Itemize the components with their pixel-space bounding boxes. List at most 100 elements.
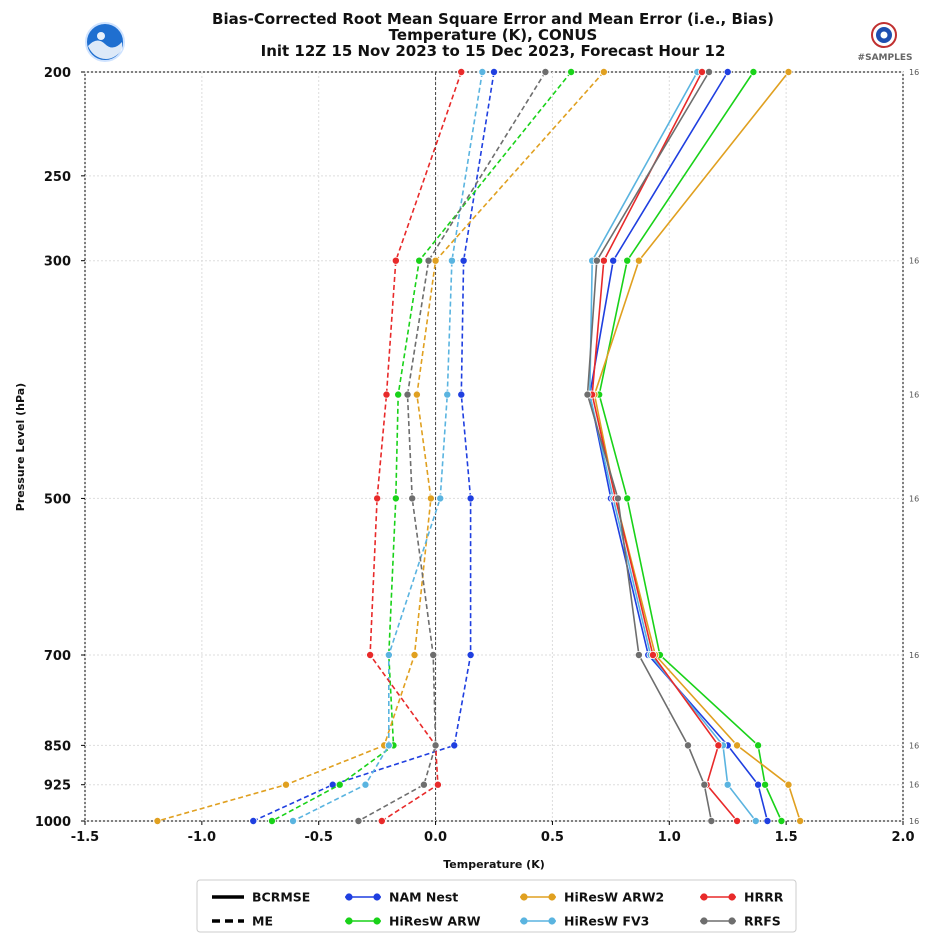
hrrr-bcrmse-line: [591, 71, 738, 822]
legend-marker-hiresw-arw2: [548, 893, 556, 901]
x-tick-label: -1.5: [71, 830, 99, 845]
hiresw-arw-bcrmse-line: [598, 71, 783, 822]
x-tick-label: 2.0: [891, 830, 914, 845]
hiresw-arw-bcrmse-point: [761, 780, 770, 789]
sample-count-label: 16: [909, 257, 919, 266]
hrrr-me-point: [377, 817, 386, 826]
hrrr-me-point: [457, 68, 466, 77]
legend-label-hiresw-arw2: HiResW ARW2: [564, 890, 664, 905]
hiresw-arw2-me-point: [153, 817, 162, 826]
nam-nest-bcrmse-point: [754, 780, 763, 789]
legend-label-hrrr: HRRR: [744, 890, 784, 905]
legend-label-hiresw-fv3: HiResW FV3: [564, 914, 649, 929]
y-axis-label: Pressure Level (hPa): [14, 383, 27, 511]
hiresw-arw-me-point: [335, 780, 344, 789]
sample-count-label: 16: [909, 781, 919, 790]
nam-nest-bcrmse-point: [763, 817, 772, 826]
nam-nest-me-point: [466, 651, 475, 660]
y-tick-label: 925: [44, 779, 71, 794]
rrfs-bcrmse-point: [613, 494, 622, 503]
legend-marker-hrrr: [700, 893, 708, 901]
rrfs-bcrmse-point: [700, 780, 709, 789]
y-tick-label: 850: [44, 739, 71, 754]
hrrr-bcrmse-point: [733, 817, 742, 826]
hiresw-fv3-bcrmse-line: [588, 71, 757, 822]
nam-nest-bcrmse-point: [609, 256, 618, 265]
sample-count-label: 16: [909, 741, 919, 750]
rrfs-me-point: [354, 817, 363, 826]
legend-marker-hiresw-arw2: [520, 893, 528, 901]
nam-nest-me-point: [249, 817, 258, 826]
hiresw-arw-me-point: [415, 256, 424, 265]
legend-marker-hiresw-arw: [373, 917, 381, 925]
hrrr-me-line: [369, 71, 463, 822]
hrrr-me-point: [366, 651, 375, 660]
hiresw-arw2-me-point: [599, 68, 608, 77]
y-tick-label: 200: [44, 66, 71, 81]
sample-count-label: 16: [909, 651, 919, 660]
nam-nest-bcrmse-line: [588, 71, 769, 822]
rrfs-bcrmse-point: [634, 651, 643, 660]
hiresw-arw2-me-line: [157, 71, 605, 822]
legend-marker-hrrr: [728, 893, 736, 901]
x-axis-ticks: -1.5 -1.0 -0.5 0.0 0.5 1.0 1.5 2.0: [71, 821, 915, 845]
hiresw-fv3-me-point: [478, 68, 487, 77]
hiresw-arw-me-point: [267, 817, 276, 826]
hiresw-arw2-bcrmse-line: [593, 71, 801, 822]
hiresw-arw-me-line: [271, 71, 572, 822]
legend-marker-nam-nest: [345, 893, 353, 901]
nam-nest-me-point: [457, 390, 466, 399]
hiresw-arw2-bcrmse-point: [634, 256, 643, 265]
hrrr-bcrmse-point: [698, 68, 707, 77]
legend-label-hiresw-arw: HiResW ARW: [389, 914, 481, 929]
hiresw-fv3-me-point: [447, 256, 456, 265]
hiresw-arw2-bcrmse-point: [784, 780, 793, 789]
rrfs-me-point: [419, 780, 428, 789]
hiresw-arw-bcrmse-point: [623, 256, 632, 265]
nam-nest-me-line: [252, 71, 495, 822]
legend-marker-hiresw-fv3: [548, 917, 556, 925]
rrfs-me-point: [424, 256, 433, 265]
x-tick-label: 0.5: [541, 830, 564, 845]
hrrr-bcrmse-point: [714, 741, 723, 750]
nam-nest-bcrmse-point: [723, 68, 732, 77]
hiresw-arw-bcrmse-point: [777, 817, 786, 826]
sample-count-label: 16: [909, 817, 919, 826]
hiresw-arw-me-point: [567, 68, 576, 77]
hiresw-arw-me-point: [391, 494, 400, 503]
hiresw-arw2-bcrmse-point: [784, 68, 793, 77]
hiresw-fv3-bcrmse-point: [723, 780, 732, 789]
y-tick-label: 300: [44, 255, 71, 270]
hrrr-bcrmse-point: [648, 651, 657, 660]
rrfs-me-point: [541, 68, 550, 77]
x-tick-label: 1.5: [775, 830, 798, 845]
hiresw-arw-bcrmse-point: [623, 494, 632, 503]
hiresw-fv3-me-point: [436, 494, 445, 503]
hiresw-fv3-me-point: [443, 390, 452, 399]
legend-style-label: BCRMSE: [252, 890, 310, 905]
sample-count-label: 16: [909, 391, 919, 400]
samples-label: #SAMPLES: [858, 53, 913, 63]
rrfs-me-point: [429, 651, 438, 660]
hiresw-arw-bcrmse-point: [749, 68, 758, 77]
hiresw-arw2-bcrmse-point: [733, 741, 742, 750]
hiresw-arw2-me-point: [431, 256, 440, 265]
rrfs-me-point: [408, 494, 417, 503]
y-tick-label: 500: [44, 492, 71, 507]
y-tick-label: 700: [44, 649, 71, 664]
legend: BCRMSE ME NAM Nest HiResW ARW HiResW ARW2 HiR…: [196, 879, 797, 933]
y-axis-ticks: 200 250 300 500 700 850 925 1000: [35, 66, 85, 830]
hiresw-arw2-me-point: [426, 494, 435, 503]
noaa-logo: [85, 22, 125, 62]
rrfs-bcrmse-point: [707, 817, 716, 826]
nam-nest-me-point: [466, 494, 475, 503]
rrfs-bcrmse-point: [683, 741, 692, 750]
chart-title-line2: Temperature (K), CONUS: [389, 26, 598, 44]
sample-counts: 16 16 16 16 16 16 16 16: [909, 68, 919, 826]
x-tick-label: -1.0: [188, 830, 216, 845]
legend-label-nam-nest: NAM Nest: [389, 890, 458, 905]
legend-style-label: ME: [252, 914, 273, 929]
x-axis-label: Temperature (K): [443, 858, 545, 871]
hiresw-arw2-me-point: [281, 780, 290, 789]
hiresw-fv3-me-point: [289, 817, 298, 826]
